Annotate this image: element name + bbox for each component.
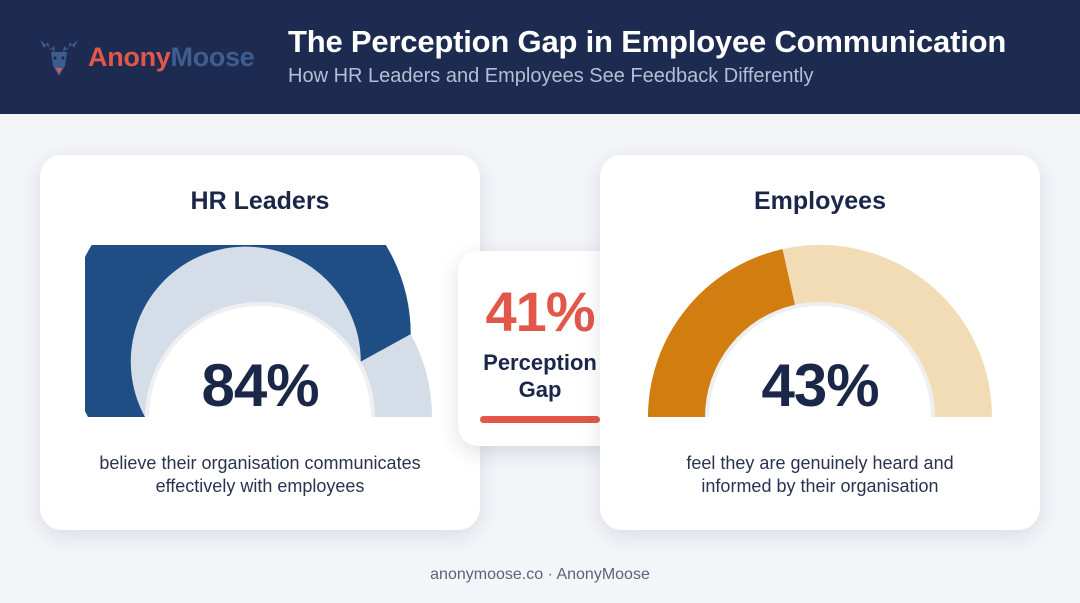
hr-leaders-caption-line2: effectively with employees xyxy=(155,476,365,496)
perception-gap-label-line1: Perception xyxy=(483,350,597,375)
employees-caption-line1: feel they are genuinely heard and xyxy=(686,453,954,473)
page-title: The Perception Gap in Employee Communica… xyxy=(288,24,1007,59)
hr-leaders-gauge-fill xyxy=(85,245,411,417)
brand-name-part2: Moose xyxy=(170,41,255,72)
hr-leaders-percentage: 84% xyxy=(201,352,319,419)
employees-percentage: 43% xyxy=(761,352,879,419)
perception-gap-underline xyxy=(480,416,600,423)
employees-caption: feel they are genuinely heard and inform… xyxy=(620,452,1020,498)
hr-leaders-gauge xyxy=(85,245,432,418)
hr-leaders-title: HR Leaders xyxy=(190,187,330,215)
brand-logo[interactable]: AnonyMoose xyxy=(36,34,255,80)
hr-leaders-gauge-inner-rim xyxy=(145,302,375,418)
footer-credit: anonymoose.co · AnonyMoose xyxy=(430,566,650,583)
employees-gauge-fill xyxy=(648,249,795,417)
employees-gauge-inner-rim xyxy=(705,302,935,418)
employees-title: Employees xyxy=(753,187,886,215)
employees-caption-line2: informed by their organisation xyxy=(701,476,939,496)
perception-gap-label-line2: Gap xyxy=(518,377,562,402)
employees-gauge xyxy=(648,245,992,418)
moose-head-icon xyxy=(40,40,78,76)
perception-gap-percentage: 41% xyxy=(485,280,595,343)
brand-name: AnonyMoose xyxy=(88,42,255,73)
hr-leaders-card: HR Leaders 84% believe their organisatio… xyxy=(40,155,480,530)
hr-leaders-caption-line1: believe their organisation communicates xyxy=(99,453,421,473)
page-subtitle: How HR Leaders and Employees See Feedbac… xyxy=(288,65,814,87)
perception-gap-label: Perception Gap xyxy=(458,349,622,403)
hr-leaders-caption: believe their organisation communicates … xyxy=(60,452,460,498)
brand-name-part1: Anony xyxy=(88,41,171,72)
header-banner: AnonyMoose The Perception Gap in Employe… xyxy=(0,0,1080,114)
employees-card: Employees 43% feel they are genuinely he… xyxy=(600,155,1040,530)
perception-gap-card: 41% Perception Gap xyxy=(458,251,622,446)
